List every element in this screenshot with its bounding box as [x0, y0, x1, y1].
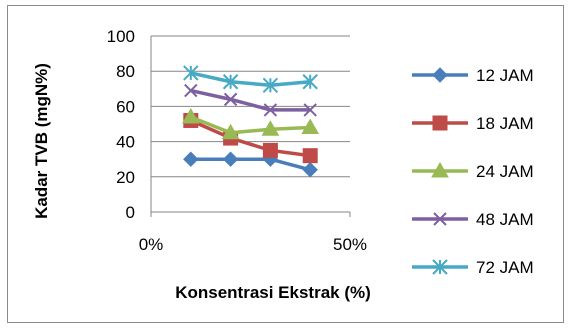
- gridlines: [151, 35, 350, 178]
- x-marker-stroke: [303, 103, 317, 117]
- data-point: [183, 151, 199, 167]
- data-point: [184, 83, 198, 98]
- y-tick-label: 20: [116, 168, 135, 187]
- legend-item: 72 JAM: [412, 258, 534, 277]
- x-axis-title: Konsentrasi Ekstrak (%): [175, 283, 371, 302]
- data-point: [261, 120, 280, 136]
- data-point: [223, 92, 238, 107]
- legend: 12 JAM 18 JAM 24 JAM 48 JAM 72 JAM: [412, 66, 534, 277]
- data-point: [302, 74, 318, 90]
- triangle-marker: [221, 123, 240, 140]
- data-point: [222, 74, 239, 90]
- x-marker-stroke: [223, 92, 238, 107]
- series-line: [190, 118, 311, 158]
- legend-label: 24 JAM: [476, 162, 534, 181]
- y-tick-label: 60: [116, 97, 135, 116]
- y-axis-title: Kadar TVB (mgN%): [32, 63, 51, 219]
- y-tick-label: 100: [107, 27, 135, 46]
- triangle-marker: [181, 107, 200, 124]
- data-point: [221, 123, 240, 140]
- data-point: [181, 107, 200, 124]
- square-marker: [262, 142, 278, 158]
- triangle-marker: [261, 120, 280, 136]
- x-marker-stroke: [433, 212, 447, 226]
- legend-label: 48 JAM: [476, 210, 534, 229]
- x-marker-stroke: [184, 83, 198, 98]
- legend-label: 72 JAM: [476, 258, 534, 277]
- series-line: [190, 115, 311, 135]
- data-point: [432, 115, 448, 131]
- legend-label: 18 JAM: [476, 114, 534, 133]
- data-point: [432, 67, 448, 83]
- legend-item: 18 JAM: [412, 114, 534, 133]
- y-tick-label: 40: [116, 133, 135, 152]
- square-marker: [302, 148, 318, 164]
- y-tick-label: 80: [116, 62, 135, 81]
- legend-item: 24 JAM: [412, 161, 534, 181]
- data-point: [222, 151, 239, 167]
- x-tick-label: 50%: [333, 235, 367, 254]
- series-lines: [181, 65, 320, 178]
- x-marker-stroke: [263, 103, 278, 117]
- data-point: [263, 103, 278, 117]
- data-point: [262, 142, 278, 158]
- axes: [150, 36, 351, 217]
- series-line: [190, 71, 311, 88]
- triangle-marker: [301, 118, 320, 135]
- data-point: [302, 162, 318, 178]
- data-point: [302, 148, 318, 164]
- data-point: [301, 118, 320, 135]
- diamond-marker: [302, 162, 318, 178]
- diamond-marker: [222, 151, 239, 167]
- tick-labels: 0 20 40 60 80 100 0% 50%: [107, 27, 367, 254]
- diamond-marker: [183, 151, 199, 167]
- data-point: [183, 65, 199, 81]
- series-line: [190, 88, 311, 112]
- series-line: [190, 157, 311, 172]
- legend-label: 12 JAM: [476, 66, 534, 85]
- data-point: [432, 259, 448, 275]
- data-point: [303, 103, 317, 117]
- y-tick-label: 0: [126, 203, 135, 222]
- square-marker: [432, 115, 448, 131]
- diamond-marker: [432, 67, 448, 83]
- data-point: [433, 212, 447, 226]
- legend-item: 12 JAM: [412, 66, 534, 85]
- data-point: [262, 77, 279, 93]
- legend-item: 48 JAM: [412, 210, 534, 229]
- data-point: [431, 161, 449, 178]
- triangle-marker: [431, 161, 449, 178]
- x-tick-label: 0%: [139, 235, 164, 254]
